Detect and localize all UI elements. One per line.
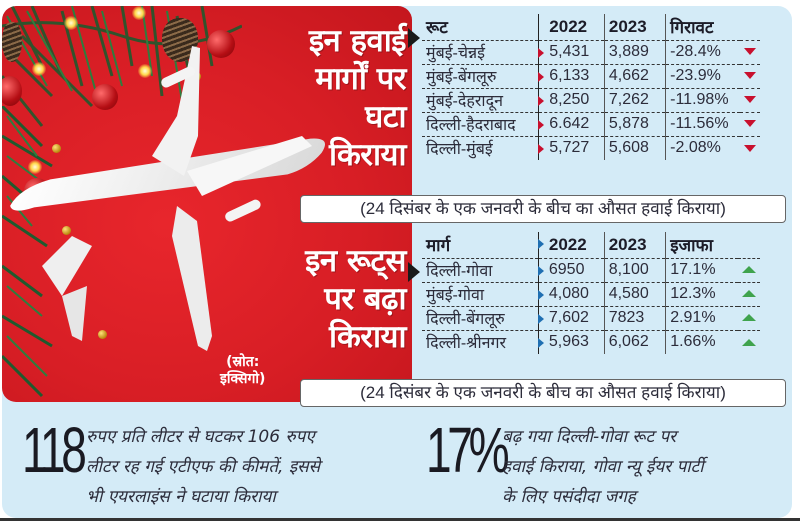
down-arrow-icon [743, 48, 756, 56]
table-row: मुंबई-बेंगलूरु 6,133 4,662 -23.9% [422, 64, 760, 89]
header-2022: 2022 [538, 14, 605, 41]
up-arrow-icon [741, 266, 756, 274]
pinecone-icon [2, 22, 22, 62]
header-increase: इजाफा [665, 232, 738, 259]
header-2022: 2022 [537, 232, 605, 259]
down-arrow-icon [743, 72, 756, 80]
stat-description: बढ़ गया दिल्ली-गोवा रूट पर हवाई किराया, … [502, 427, 704, 507]
table-row: दिल्ली-गोवा 6950 8,100 17.1% [422, 258, 760, 283]
row-marker-icon [537, 239, 544, 249]
table-row: मुंबई-गोवा 4,080 4,580 12.3% [422, 282, 760, 307]
row-marker-icon [538, 47, 545, 58]
up-arrow-icon [741, 290, 756, 298]
gold-bead-icon [62, 226, 71, 235]
table-row: दिल्ली-श्रीनगर 5,963 6,062 1.66% [422, 330, 760, 354]
table-row: मुंबई-चेन्नई 5,431 3,889 -28.4% [422, 40, 760, 65]
ornament-icon [207, 30, 235, 58]
fairy-light-icon [64, 16, 78, 30]
christmas-garland-icon [2, 6, 242, 127]
table-row: दिल्ली-मुंबई 5,727 5,608 -2.08% [422, 136, 760, 160]
table-row: मुंबई-देहरादून 8,250 7,262 -11.98% [422, 88, 760, 113]
header-route: रूट [422, 14, 540, 41]
up-arrow-icon [741, 314, 756, 322]
fairy-light-icon [132, 6, 146, 20]
row-marker-icon [537, 289, 544, 300]
row-marker-icon [538, 143, 545, 154]
table-header-row: मार्ग 2022 2023 इजाफा [422, 232, 760, 259]
date-range-note: (24 दिसंबर के एक जनवरी के बीच का औसत हवा… [300, 195, 786, 223]
fare-increase-table: मार्ग 2022 2023 इजाफा दिल्ली-गोवा 6950 8… [408, 232, 782, 354]
row-marker-icon [538, 95, 545, 106]
row-marker-icon [537, 337, 544, 348]
fairy-light-icon [138, 64, 152, 78]
down-arrow-icon [743, 120, 756, 128]
bottom-divider [0, 518, 800, 521]
infographic-panel: इन हवाई मार्गों पर घटा किराया इन रूट्स प… [2, 6, 792, 518]
down-arrow-icon [743, 144, 756, 152]
gold-bead-icon [98, 330, 107, 339]
decrease-title: इन हवाई मार्गों पर घटा किराया [308, 23, 407, 173]
down-arrow-icon [743, 96, 756, 104]
stat-description: रुपए प्रति लीटर से घटकर 106 रुपए लीटर रह… [86, 427, 321, 507]
row-marker-icon [538, 71, 545, 82]
table-header-row: रूट 2022 2023 गिरावट [422, 14, 760, 41]
fare-decrease-table: रूट 2022 2023 गिरावट मुंबई-चेन्नई 5,431 … [408, 14, 782, 160]
ornament-icon [92, 84, 118, 110]
date-range-note: (24 दिसंबर के एक जनवरी के बीच का औसत हवा… [300, 379, 786, 407]
table-row: दिल्ली-हैदराबाद 6.642 5,878 -11.56% [422, 112, 760, 137]
row-marker-icon [538, 119, 545, 130]
header-2023: 2023 [604, 14, 667, 41]
pine-branch-icon [2, 106, 53, 398]
source-credit: (स्रोत: इक्सिगो) [220, 354, 266, 387]
header-2023: 2023 [604, 232, 667, 259]
stat-number: 17% [426, 414, 510, 486]
up-arrow-icon [741, 338, 756, 346]
header-route: मार्ग [422, 232, 539, 259]
header-decline: गिरावट [665, 14, 740, 41]
ornament-icon [2, 76, 22, 106]
pointer-arrow-icon [408, 262, 420, 282]
increase-title: इन रूट्स पर बढ़ा किराया [305, 243, 406, 355]
row-marker-icon [537, 265, 544, 276]
fairy-light-icon [28, 160, 42, 174]
gold-bead-icon [52, 144, 61, 153]
row-marker-icon [537, 313, 544, 324]
fairy-light-icon [32, 62, 46, 76]
airplane-icon [10, 46, 325, 351]
stat-number: 118 [22, 414, 87, 486]
table-row: दिल्ली-बेंगलूरु 7,602 7823 2.91% [422, 306, 760, 331]
pointer-arrow-icon [408, 28, 420, 48]
